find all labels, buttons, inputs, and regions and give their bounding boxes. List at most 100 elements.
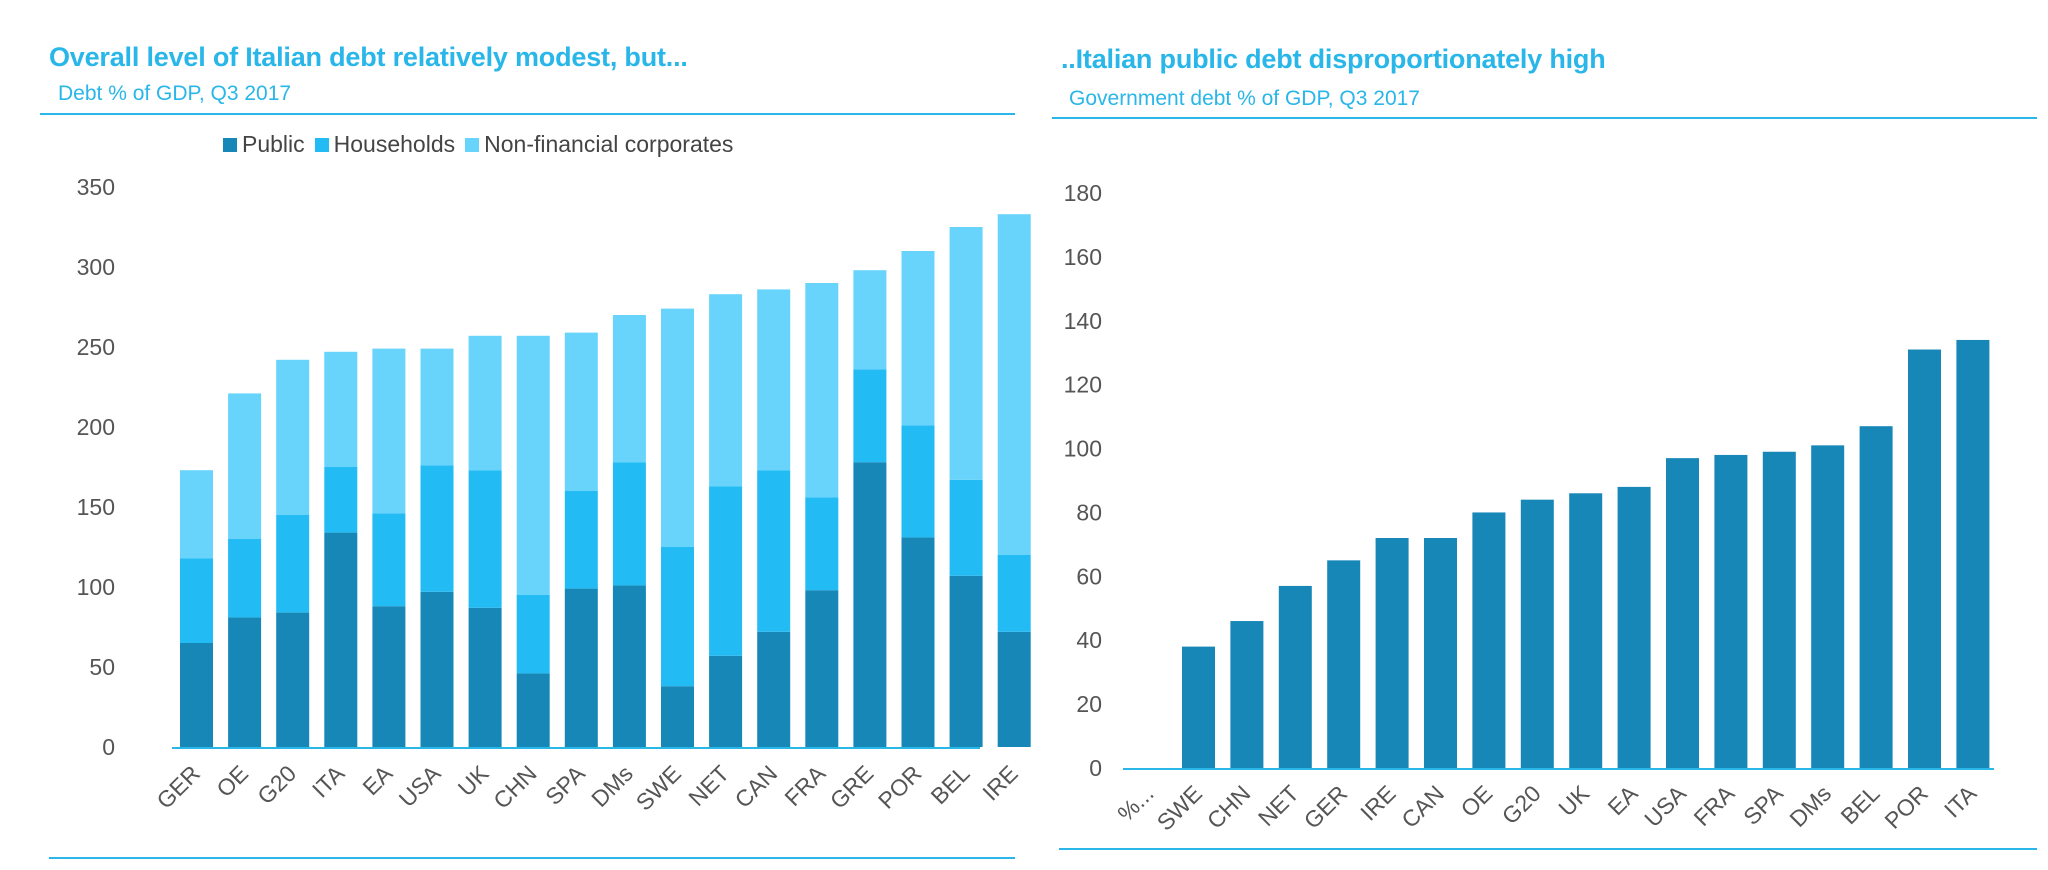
left-x-tick-chn: CHN (488, 760, 542, 814)
right-x-tick-ea: EA (1603, 780, 1644, 821)
legend-swatch-public (223, 137, 237, 152)
left-bar-ire-public (997, 631, 1031, 747)
left-bar-ea-non-financial-corporates (372, 348, 406, 514)
right-x-tick-g20: G20 (1497, 780, 1546, 829)
right-chart-subtitle: Government debt % of GDP, Q3 2017 (1069, 87, 1420, 110)
left-bar-ea-public (372, 606, 406, 747)
left-bar-chn-households (516, 595, 550, 674)
left-y-tick-350: 350 (77, 174, 115, 200)
left-bar-swe-non-financial-corporates (661, 308, 694, 547)
left-y-tick-150: 150 (77, 494, 115, 520)
right-bar-ger (1327, 560, 1361, 768)
left-bar-ita-non-financial-corporates (324, 351, 358, 467)
left-bar-fra-households (805, 497, 839, 591)
right-bar-usa (1666, 458, 1699, 768)
right-chart-panel: ..Italian public debt disproportionately… (1024, 0, 2048, 870)
left-bar-uk-households (468, 470, 502, 608)
left-bar-can-households (757, 470, 791, 632)
right-bar-ea (1617, 486, 1651, 768)
left-bar-ger-households (180, 558, 213, 643)
left-bar-oe-public (228, 617, 262, 747)
left-x-tick-g20: G20 (252, 760, 301, 809)
right-bar-can (1424, 538, 1457, 768)
right-x-tick-usa: USA (1639, 780, 1691, 832)
legend-item-public: Public (223, 131, 305, 158)
left-y-tick-100: 100 (77, 574, 115, 600)
left-bar-swe-public (661, 686, 694, 747)
left-bar-g20-households (276, 515, 310, 613)
legend-swatch-nonfin (465, 137, 480, 152)
left-title-rule (40, 113, 1015, 115)
right-chart-title: ..Italian public debt disproportionately… (1061, 44, 1606, 74)
right-bar-por (1908, 349, 1941, 768)
left-bar-por-non-financial-corporates (901, 251, 935, 426)
right-bar-chn (1230, 621, 1264, 768)
left-bar-uk-non-financial-corporates (468, 335, 502, 471)
left-chart-subtitle: Debt % of GDP, Q3 2017 (58, 82, 292, 105)
right-x-tick-swe: SWE (1152, 780, 1207, 835)
right-y-tick-100: 100 (1064, 436, 1102, 462)
legend-item-households: Households (314, 131, 455, 158)
right-x-tick-can: CAN (1396, 780, 1449, 833)
left-bar-oe-non-financial-corporates (228, 393, 262, 539)
right-bar-oe (1472, 512, 1506, 768)
left-bar-g20-public (276, 612, 310, 747)
right-y-tick-160: 160 (1064, 244, 1102, 270)
left-x-tick-fra: FRA (779, 760, 830, 811)
right-y-tick-180: 180 (1064, 180, 1102, 206)
left-bar-dms-non-financial-corporates (612, 315, 646, 463)
right-y-tick-0: 0 (1089, 755, 1102, 781)
legend-item-nonfin: Non-financial corporates (465, 131, 733, 158)
right-x-tick-por: POR (1879, 780, 1933, 834)
right-bar-bel (1859, 426, 1893, 768)
right-bar-uk (1569, 493, 1603, 768)
right-x-tick-x: %... (1112, 780, 1158, 826)
right-bar-ita (1956, 339, 1990, 768)
left-bar-ger-public (180, 643, 213, 747)
left-bar-net-households (709, 486, 743, 656)
left-bar-oe-households (228, 539, 262, 618)
left-bar-gre-public (853, 462, 887, 747)
left-x-tick-ita: ITA (307, 760, 350, 803)
left-bar-ire-households (997, 555, 1031, 632)
right-x-tick-spa: SPA (1738, 780, 1788, 830)
left-bar-dms-households (612, 462, 646, 586)
left-x-tick-spa: SPA (540, 760, 590, 810)
left-bar-ita-public (324, 532, 358, 747)
left-y-tick-250: 250 (77, 334, 115, 360)
left-x-tick-dms: DMs (586, 760, 638, 812)
left-bar-por-public (901, 537, 935, 747)
right-bar-fra (1714, 454, 1748, 768)
left-y-tick-0: 0 (102, 734, 115, 760)
left-bar-bel-non-financial-corporates (949, 227, 983, 480)
left-bar-ger-non-financial-corporates (180, 470, 213, 559)
right-title-rule (1052, 117, 2037, 119)
left-chart-title: Overall level of Italian debt relatively… (49, 42, 688, 72)
left-bar-bel-households (949, 479, 983, 576)
left-y-tick-50: 50 (89, 654, 115, 680)
left-bar-fra-public (805, 590, 839, 747)
left-bar-g20-non-financial-corporates (276, 359, 310, 515)
left-bar-chn-non-financial-corporates (516, 335, 550, 595)
legend-swatch-households (314, 137, 329, 152)
left-bar-usa-non-financial-corporates (420, 348, 454, 466)
right-x-tick-net: NET (1253, 780, 1304, 831)
right-x-tick-ire: IRE (1355, 780, 1400, 825)
left-bar-ita-households (324, 467, 358, 533)
right-x-tick-chn: CHN (1202, 780, 1256, 834)
left-x-tick-bel: BEL (926, 760, 975, 809)
left-x-tick-swe: SWE (631, 760, 686, 815)
right-x-tick-ger: GER (1299, 780, 1353, 834)
left-bar-gre-non-financial-corporates (853, 270, 887, 370)
right-x-tick-dms: DMs (1784, 780, 1836, 832)
left-y-tick-200: 200 (77, 414, 115, 440)
left-bar-por-households (901, 425, 935, 538)
left-bar-swe-households (661, 547, 694, 687)
left-bar-chn-public (516, 673, 550, 747)
left-bottom-rule (49, 857, 1015, 859)
right-bar-net (1278, 585, 1312, 768)
right-bar-swe (1182, 646, 1215, 768)
left-chart-legend: Public Households Non-financial corporat… (223, 131, 743, 158)
left-bar-fra-non-financial-corporates (805, 283, 839, 498)
